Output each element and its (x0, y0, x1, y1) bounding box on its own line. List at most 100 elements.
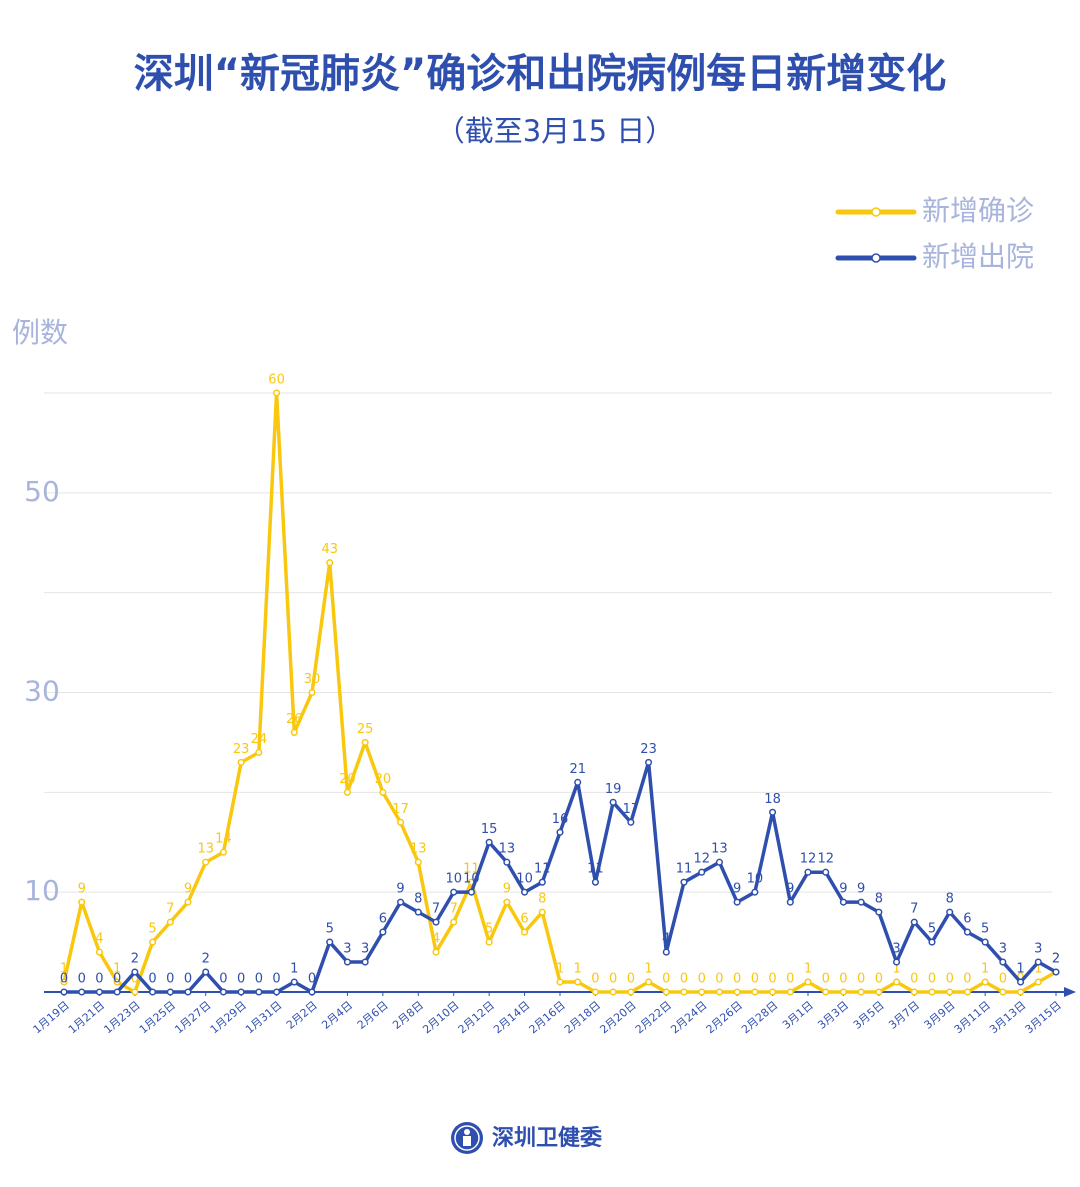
data-label: 3 (343, 942, 351, 957)
data-point (680, 878, 688, 886)
legend-label: 新增确诊 (922, 194, 1034, 227)
data-label: 30 (304, 672, 321, 687)
x-tick-label: 2月28日 (739, 999, 780, 1037)
data-label: 0 (698, 972, 706, 987)
data-label: 0 (184, 972, 192, 987)
series-line (64, 760, 1057, 994)
data-label: 0 (680, 972, 688, 987)
data-label: 9 (733, 882, 741, 897)
data-point (645, 758, 653, 766)
data-label: 1 (892, 962, 900, 977)
data-point (999, 958, 1007, 966)
data-label: 11 (534, 862, 551, 877)
x-tick-label: 2月10日 (420, 999, 461, 1037)
x-tick-label: 2月24日 (668, 999, 709, 1037)
data-point (432, 918, 440, 926)
data-point (78, 898, 86, 906)
chart-title: 深圳“新冠肺炎”确诊和出院病例每日新增变化 (134, 51, 947, 97)
data-point (237, 758, 245, 766)
data-label: 1 (804, 962, 812, 977)
data-point (910, 918, 918, 926)
data-label: 9 (503, 882, 511, 897)
y-tick-label: 30 (24, 675, 60, 708)
x-tick-label: 2月16日 (527, 999, 568, 1037)
data-label: 19 (605, 782, 622, 797)
x-tick-label: 2月26日 (704, 999, 745, 1037)
data-label: 2 (1052, 952, 1060, 967)
data-point (273, 389, 281, 397)
data-label: 8 (538, 892, 546, 907)
data-point (591, 878, 599, 886)
data-label: 0 (591, 972, 599, 987)
data-point (361, 958, 369, 966)
data-point (981, 938, 989, 946)
data-label: 18 (764, 792, 781, 807)
data-label: 0 (963, 972, 971, 987)
data-point (485, 938, 493, 946)
data-label: 13 (499, 842, 516, 857)
chart-subtitle: （截至3月15 日） (436, 114, 675, 148)
data-label: 0 (255, 972, 263, 987)
data-point (591, 988, 599, 996)
data-point (680, 988, 688, 996)
data-label: 1 (113, 962, 121, 977)
data-label: 8 (946, 892, 954, 907)
data-label: 7 (432, 902, 440, 917)
data-label: 43 (321, 542, 338, 557)
data-point (60, 978, 68, 986)
data-point (149, 938, 157, 946)
x-tick-label: 3月11日 (952, 999, 993, 1037)
y-axis-label: 例数 (12, 316, 68, 349)
data-point (184, 988, 192, 996)
data-label: 16 (552, 812, 569, 827)
data-point (414, 858, 422, 866)
data-point (149, 988, 157, 996)
x-tick-label: 2月22日 (633, 999, 674, 1037)
data-point (609, 988, 617, 996)
data-point (733, 988, 741, 996)
x-tick-label: 1月25日 (137, 999, 178, 1037)
data-label: 10 (747, 872, 764, 887)
data-point (804, 978, 812, 986)
data-point (556, 978, 564, 986)
data-point (769, 988, 777, 996)
data-point (1017, 978, 1025, 986)
data-point (467, 888, 475, 896)
data-point (184, 898, 192, 906)
data-label: 0 (751, 972, 759, 987)
data-point (113, 978, 121, 986)
data-label: 5 (148, 922, 156, 937)
data-point (733, 898, 741, 906)
data-point (857, 898, 865, 906)
data-label: 23 (233, 742, 250, 757)
data-label: 7 (910, 902, 918, 917)
data-point (786, 898, 794, 906)
data-label: 12 (817, 852, 834, 867)
data-label: 3 (361, 942, 369, 957)
data-label: 1 (574, 962, 582, 977)
data-point (95, 988, 103, 996)
data-point (627, 988, 635, 996)
data-label: 7 (450, 902, 458, 917)
data-label: 0 (131, 972, 139, 987)
data-label: 17 (623, 802, 640, 817)
data-label: 5 (485, 922, 493, 937)
data-label: 20 (339, 772, 356, 787)
data-label: 0 (78, 972, 86, 987)
data-point (503, 858, 511, 866)
x-tick-label: 1月27日 (172, 999, 213, 1037)
data-point (166, 988, 174, 996)
data-label: 1 (290, 962, 298, 977)
data-label: 9 (839, 882, 847, 897)
data-point (875, 908, 883, 916)
data-point (326, 938, 334, 946)
x-tick-label: 1月31日 (243, 999, 284, 1037)
data-label: 8 (875, 892, 883, 907)
data-point (343, 958, 351, 966)
x-tick-label: 1月23日 (101, 999, 142, 1037)
data-label: 0 (822, 972, 830, 987)
data-point (751, 988, 759, 996)
data-label: 1 (1034, 962, 1042, 977)
data-label: 0 (839, 972, 847, 987)
